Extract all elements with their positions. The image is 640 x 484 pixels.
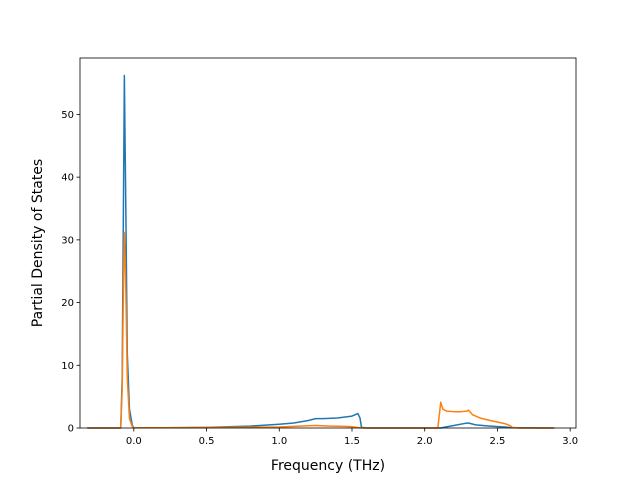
y-tick-label: 20: [61, 298, 74, 309]
plot-frame: [79, 57, 577, 429]
x-tick-label: 2.0: [417, 436, 433, 447]
x-tick-label: 0.5: [199, 436, 215, 447]
y-tick-label: 10: [61, 361, 74, 372]
y-tick-label: 40: [61, 173, 74, 184]
y-tick-label: 30: [61, 235, 74, 246]
x-axis-label: Frequency (THz): [271, 458, 385, 474]
x-tick-label: 1.5: [344, 436, 360, 447]
y-axis-ticks: 0 10 20 30 40 50: [61, 110, 80, 435]
y-tick-label: 50: [61, 110, 74, 121]
x-tick-label: 2.5: [490, 436, 506, 447]
x-tick-label: 1.0: [271, 436, 287, 447]
x-axis-ticks: 0.0 0.5 1.0 1.5 2.0 2.5 3.0: [126, 428, 578, 447]
y-tick-label: 0: [68, 424, 74, 435]
y-axis-label: Partial Density of States: [30, 159, 46, 327]
x-tick-label: 0.0: [126, 436, 142, 447]
plot-background: [80, 58, 576, 428]
x-tick-label: 3.0: [562, 436, 578, 447]
